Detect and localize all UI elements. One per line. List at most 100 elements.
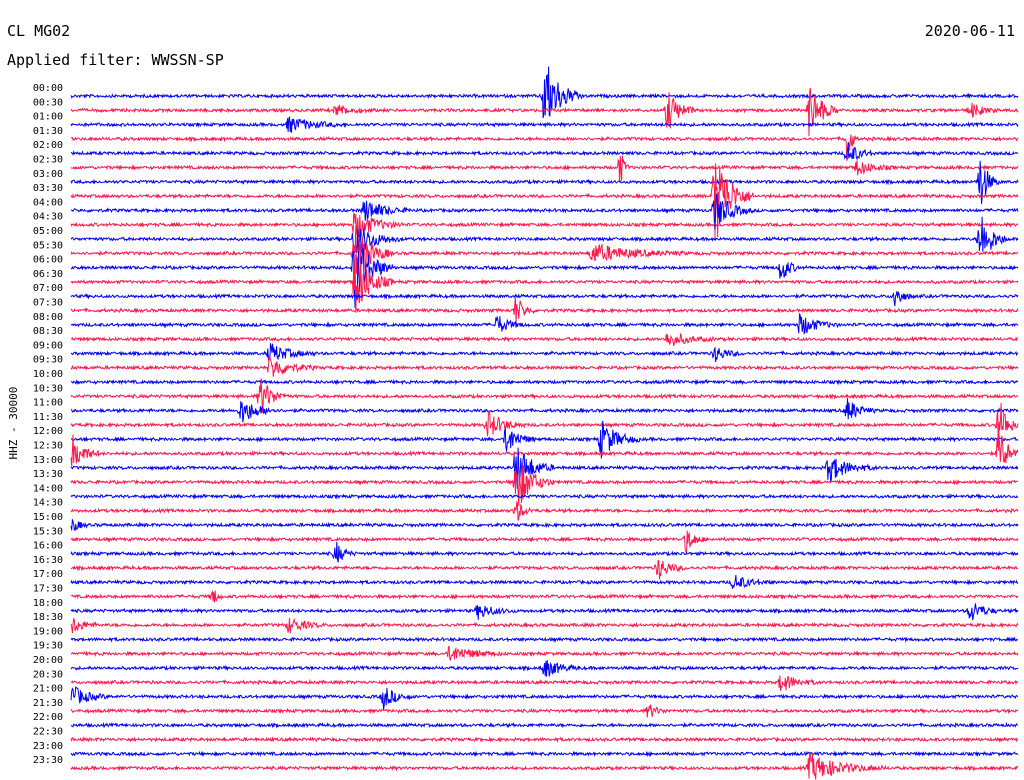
trace-row [70,160,1019,204]
row-time-label: 14:00 [33,483,63,494]
trace-row [70,142,1019,161]
row-time-label: 20:00 [33,655,63,666]
row-time-label: 04:30 [33,212,63,223]
trace-row [70,560,1019,580]
row-time-label: 11:30 [33,412,63,423]
row-time-label: 18:30 [33,612,63,623]
row-time-label: 03:30 [33,183,63,194]
row-time-label: 20:30 [33,669,63,680]
row-time-label: 05:30 [33,240,63,251]
row-time-label: 21:00 [33,684,63,695]
trace-row [70,530,1019,554]
trace-row [70,675,1019,691]
trace-row [70,343,1019,362]
row-time-label: 16:30 [33,555,63,566]
seismic-traces [70,66,1019,780]
row-time-label: 16:00 [33,541,63,552]
trace-row [70,297,1019,324]
trace-row [70,378,1019,413]
trace-row [70,519,1019,531]
row-time-label: 06:00 [33,255,63,266]
station-code: CL MG02 [7,22,71,40]
trace-row [70,355,1019,377]
trace-row [70,736,1019,743]
row-time-label: 14:30 [33,498,63,509]
row-labels: 00:00 00:30 01:00 01:30 02:00 02:30 03:00 03:30… [33,83,63,766]
record-date: 2020-06-11 [924,22,1015,40]
row-time-label: 11:00 [33,398,63,409]
row-time-label: 12:00 [33,426,63,437]
row-time-label: 02:00 [33,140,63,151]
row-time-label: 13:30 [33,469,63,480]
row-time-label: 06:30 [33,269,63,280]
row-time-label: 19:30 [33,641,63,652]
trace-row [70,254,1019,313]
trace-row [70,398,1019,423]
trace-row [70,750,1019,758]
trace-row [70,704,1019,718]
row-time-label: 01:00 [33,112,63,123]
trace-row [70,686,1018,710]
trace-row [70,492,1019,500]
row-time-label: 01:30 [33,126,63,137]
trace-row [70,427,1019,467]
trace-row [70,87,1019,137]
trace-row [70,155,1019,183]
trace-row [70,193,1019,230]
trace-row [70,659,1019,677]
trace-row [70,163,1019,239]
trace-row [70,645,1019,662]
trace-row [70,66,1019,119]
trace-row [70,465,1019,507]
trace-row [70,635,1019,643]
trace-row [70,501,1019,521]
row-time-label: 10:30 [33,383,63,394]
trace-row [70,447,1019,489]
row-time-label: 19:00 [33,626,63,637]
row-time-label: 09:30 [33,355,63,366]
trace-row [70,312,1019,335]
trace-row [70,541,1019,563]
trace-row [70,212,1019,238]
row-time-label: 03:00 [33,169,63,180]
row-time-label: 15:00 [33,512,63,523]
row-time-label: 23:00 [33,741,63,752]
row-time-label: 00:00 [33,83,63,94]
trace-row [70,420,1019,459]
row-time-label: 17:30 [33,584,63,595]
row-time-label: 08:30 [33,326,63,337]
trace-row [70,116,1019,133]
row-time-label: 17:00 [33,569,63,580]
trace-row [70,402,1019,451]
applied-filter: Applied filter: WWSSN-SP [7,51,224,69]
row-time-label: 05:00 [33,226,63,237]
trace-row [70,216,1019,254]
trace-row [70,225,1019,277]
row-time-label: 10:00 [33,369,63,380]
row-time-label: 22:00 [33,712,63,723]
trace-row [70,134,1019,161]
row-time-label: 00:30 [33,97,63,108]
trace-row [70,291,1019,307]
trace-row [70,617,1019,634]
row-time-label: 07:30 [33,298,63,309]
row-time-label: 21:30 [33,698,63,709]
trace-row [70,332,1019,347]
row-time-label: 09:00 [33,340,63,351]
trace-row [70,575,1019,589]
row-time-label: 15:30 [33,526,63,537]
row-time-label: 07:00 [33,283,63,294]
trace-row [71,247,1019,309]
row-time-label: 13:00 [33,455,63,466]
trace-row [70,603,1019,621]
trace-row [70,721,1019,729]
row-time-label: 22:30 [33,727,63,738]
row-time-label: 08:00 [33,312,63,323]
row-time-label: 23:30 [33,755,63,766]
row-time-label: 02:30 [33,155,63,166]
row-time-label: 04:00 [33,197,63,208]
row-time-label: 18:00 [33,598,63,609]
row-time-label: 12:30 [33,441,63,452]
trace-row [70,752,1019,780]
